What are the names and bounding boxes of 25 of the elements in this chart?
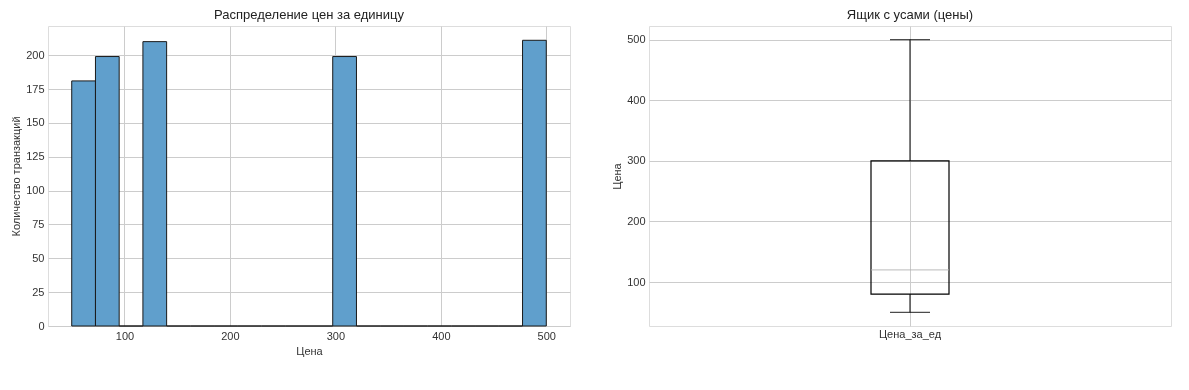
x-tick-label: 100 — [115, 329, 135, 342]
chart-title: Распределение цен за единицу — [214, 7, 405, 22]
chart-title: Ящик с усами (цены) — [846, 7, 974, 22]
y-tick-label: 100 — [627, 275, 646, 288]
y-tick-label: 175 — [26, 82, 45, 95]
x-tick-label: 200 — [221, 329, 240, 342]
y-tick-label: 125 — [26, 150, 45, 163]
y-tick-label: 500 — [627, 33, 646, 46]
y-tick-label: 75 — [32, 217, 45, 230]
y-tick-label: 50 — [32, 251, 45, 264]
y-axis-title: Количество транзакций — [10, 116, 23, 237]
x-tick-label: 400 — [432, 329, 451, 342]
x-tick-label: 500 — [537, 329, 556, 342]
x-tick-label: Цена_за_ед — [878, 327, 942, 340]
y-tick-label: 25 — [32, 285, 45, 298]
y-tick-label: 200 — [26, 48, 45, 61]
y-tick-label: 200 — [627, 214, 646, 227]
x-tick-label: 300 — [326, 329, 346, 342]
y-axis-title: Цена — [611, 162, 624, 190]
y-tick-label: 0 — [38, 319, 45, 332]
y-tick-label: 150 — [26, 116, 45, 129]
y-tick-label: 300 — [627, 154, 646, 167]
y-tick-label: 100 — [26, 184, 45, 197]
x-axis-title: Цена — [296, 344, 324, 357]
y-tick-label: 400 — [627, 93, 646, 106]
